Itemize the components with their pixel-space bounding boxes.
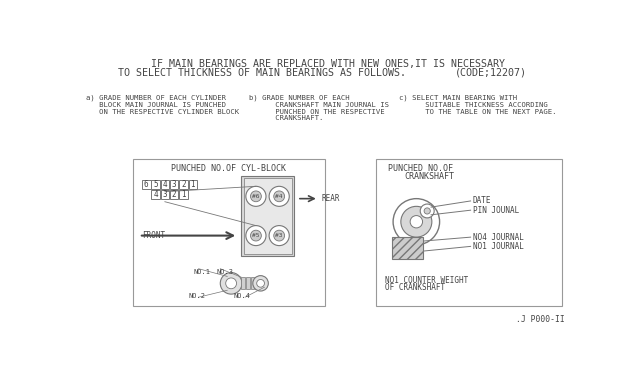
Bar [151, 190, 160, 199]
Text: 3: 3 [172, 180, 177, 189]
Circle shape [253, 276, 268, 291]
Bar [189, 180, 197, 189]
Text: IF MAIN BEARINGS ARE REPLACED WITH NEW ONES,IT IS NECESSARY: IF MAIN BEARINGS ARE REPLACED WITH NEW O… [151, 58, 505, 68]
Text: #5: #5 [252, 233, 260, 238]
Circle shape [424, 208, 430, 214]
Bar [179, 190, 188, 199]
Text: 2: 2 [172, 190, 177, 199]
Bar [241, 277, 245, 289]
Text: 4: 4 [163, 180, 167, 189]
Text: DATE: DATE [473, 196, 492, 205]
Text: #4: #4 [275, 194, 283, 199]
Bar [161, 190, 169, 199]
Text: PUNCHED NO.OF: PUNCHED NO.OF [388, 164, 454, 173]
Circle shape [269, 186, 289, 206]
Text: NO1 JOURNAL: NO1 JOURNAL [473, 242, 524, 251]
Text: FRONT: FRONT [142, 231, 165, 240]
Text: c) SELECT MAIN BEARING WITH: c) SELECT MAIN BEARING WITH [399, 95, 517, 101]
Bar [170, 190, 179, 199]
Text: ON THE RESPECTIVE CYLINDER BLOCK: ON THE RESPECTIVE CYLINDER BLOCK [86, 109, 239, 115]
Circle shape [393, 199, 440, 245]
Bar [132, 158, 325, 307]
Text: 3: 3 [163, 190, 167, 199]
Text: 1: 1 [181, 190, 186, 199]
Circle shape [246, 186, 266, 206]
Text: PUNCHED NO.OF CYL-BLOCK: PUNCHED NO.OF CYL-BLOCK [172, 164, 286, 173]
Text: .J P000-II: .J P000-II [516, 315, 564, 324]
Text: b) GRADE NUMBER OF EACH: b) GRADE NUMBER OF EACH [249, 95, 349, 101]
Text: REAR: REAR [321, 194, 340, 203]
Bar [255, 277, 259, 289]
Bar [250, 277, 254, 289]
Circle shape [226, 278, 237, 289]
Text: OF CRANKSHAFT: OF CRANKSHAFT [385, 283, 445, 292]
Text: NO.1: NO.1 [193, 269, 210, 275]
Text: NO.3: NO.3 [216, 269, 234, 275]
Bar [241, 176, 294, 256]
Text: (CODE;12207): (CODE;12207) [455, 68, 527, 78]
Text: TO SELECT THICKNESS OF MAIN BEARINGS AS FOLLOWS.: TO SELECT THICKNESS OF MAIN BEARINGS AS … [118, 68, 406, 78]
Text: #6: #6 [252, 194, 260, 199]
Text: 2: 2 [181, 180, 186, 189]
Bar [246, 277, 250, 289]
Text: 6: 6 [144, 180, 148, 189]
Bar [161, 180, 169, 189]
Bar [179, 180, 188, 189]
Text: NO4 JOURNAL: NO4 JOURNAL [473, 232, 524, 242]
Text: CRANKSHAFT.: CRANKSHAFT. [249, 115, 323, 122]
Circle shape [257, 279, 264, 287]
Text: #3: #3 [275, 233, 283, 238]
Text: SUITABLE THICKNESS ACCORDING: SUITABLE THICKNESS ACCORDING [399, 102, 548, 108]
Text: a) GRADE NUMBER OF EACH CYLINDER: a) GRADE NUMBER OF EACH CYLINDER [86, 95, 226, 101]
Text: PUNCHED ON THE RESPECTIVE: PUNCHED ON THE RESPECTIVE [249, 109, 385, 115]
Text: 1: 1 [191, 180, 195, 189]
Text: NO.4: NO.4 [234, 294, 250, 299]
Circle shape [274, 230, 285, 241]
Bar [244, 178, 292, 254]
Text: TO THE TABLE ON THE NEXT PAGE.: TO THE TABLE ON THE NEXT PAGE. [399, 109, 557, 115]
Bar [151, 180, 160, 189]
Text: NO1 COUNTER WEIGHT: NO1 COUNTER WEIGHT [385, 276, 468, 285]
Text: CRANKSHAFT MAIN JOURNAL IS: CRANKSHAFT MAIN JOURNAL IS [249, 102, 389, 108]
Circle shape [274, 191, 285, 202]
Bar [376, 158, 562, 307]
Text: NO.2: NO.2 [189, 294, 205, 299]
Circle shape [246, 225, 266, 246]
Circle shape [220, 273, 242, 294]
Circle shape [269, 225, 289, 246]
Circle shape [250, 230, 261, 241]
Circle shape [410, 216, 422, 228]
Text: BLOCK MAIN JOURNAL IS PUNCHED: BLOCK MAIN JOURNAL IS PUNCHED [86, 102, 226, 108]
Text: PIN JOUNAL: PIN JOUNAL [473, 206, 519, 215]
Circle shape [401, 206, 432, 237]
Bar [170, 180, 179, 189]
Text: CRANKSHAFT: CRANKSHAFT [404, 173, 454, 182]
Bar [392, 237, 422, 259]
Text: 5: 5 [153, 180, 158, 189]
Bar [260, 277, 264, 289]
Circle shape [250, 191, 261, 202]
Circle shape [420, 204, 434, 218]
Bar [142, 180, 150, 189]
Text: 4: 4 [153, 190, 158, 199]
